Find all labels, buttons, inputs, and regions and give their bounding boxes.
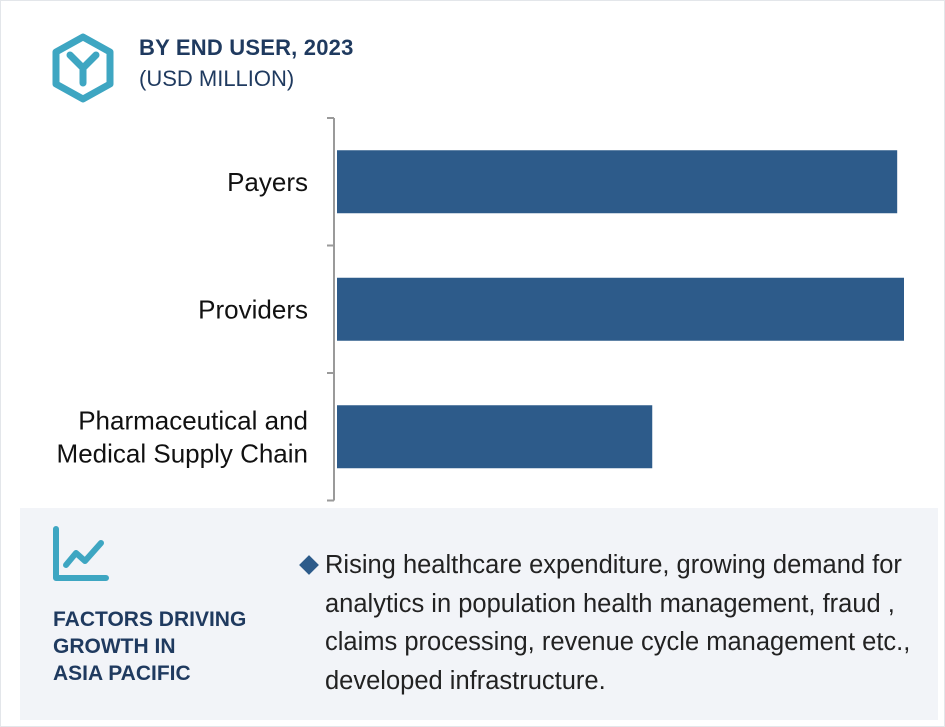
chart-axis bbox=[327, 117, 335, 502]
bar-chart: Payers Providers Pharmaceutical andMedical… bbox=[57, 117, 904, 502]
bar bbox=[337, 150, 898, 214]
chart-title: BY END USER, 2023 bbox=[139, 35, 354, 60]
category-label: Medical Supply Chain bbox=[57, 438, 308, 468]
chart-subtitle: (USD MILLION) bbox=[139, 66, 295, 91]
factor-bullet-text: Rising healthcare expenditure, growing d… bbox=[325, 551, 911, 695]
factors-panel: FACTORS DRIVING GROWTH IN ASIA PACIFIC R… bbox=[20, 508, 938, 720]
factors-title-line: ASIA PACIFIC bbox=[53, 662, 191, 685]
diamond-bullet-icon bbox=[299, 555, 319, 575]
hexagon-y-logo-icon bbox=[52, 33, 114, 103]
category-label: Payers bbox=[227, 167, 308, 197]
bar bbox=[337, 277, 904, 341]
chart-bars bbox=[337, 150, 904, 469]
factors-title-line: GROWTH IN bbox=[53, 635, 176, 658]
factors-title-line: FACTORS DRIVING bbox=[53, 608, 247, 631]
chart-category-labels: Payers Providers Pharmaceutical andMedical… bbox=[57, 167, 308, 469]
line-chart-trend-icon bbox=[53, 526, 109, 581]
bar bbox=[337, 405, 653, 469]
category-label: Providers bbox=[198, 294, 308, 324]
factors-title: FACTORS DRIVING GROWTH IN ASIA PACIFIC bbox=[53, 606, 283, 687]
category-label: Pharmaceutical and bbox=[78, 405, 308, 435]
